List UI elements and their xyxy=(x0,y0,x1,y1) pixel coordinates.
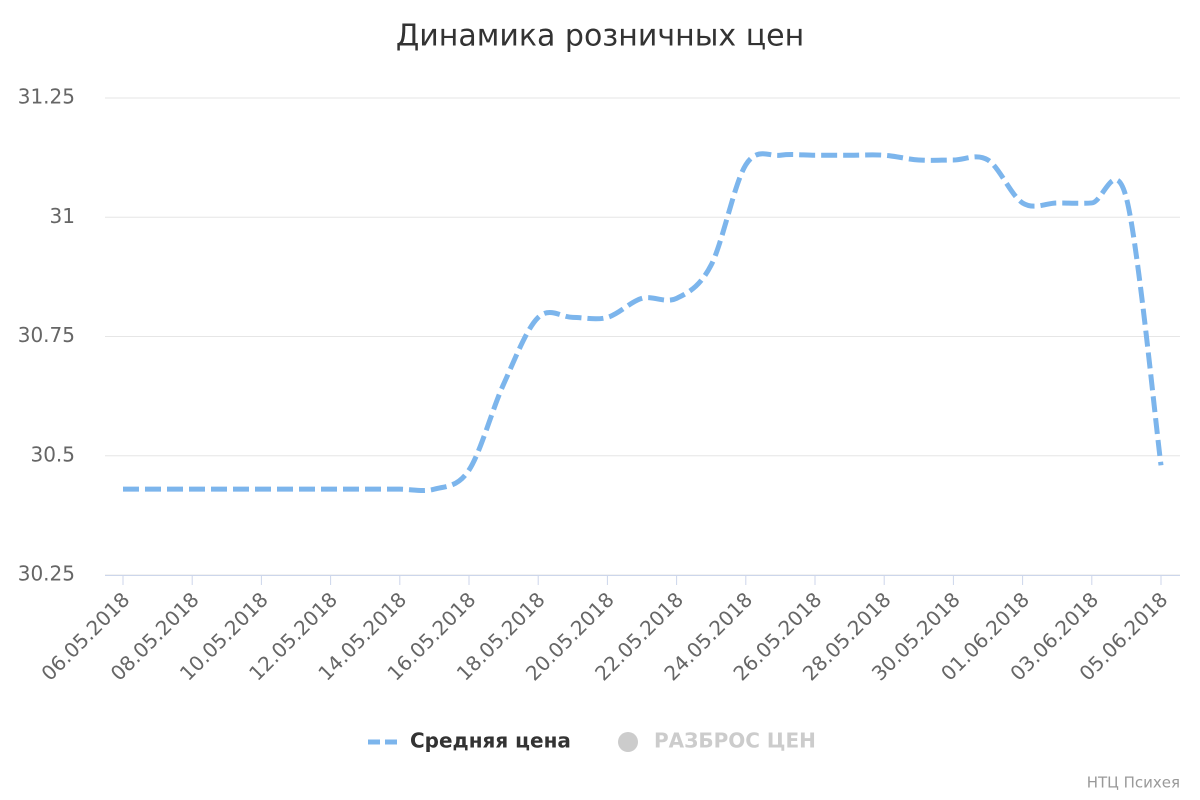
y-tick-label: 31 xyxy=(50,204,75,228)
y-tick-label: 30.25 xyxy=(18,562,75,586)
legend-symbol xyxy=(618,732,638,752)
credit: НТЦ Психея xyxy=(1087,774,1180,792)
y-tick-label: 30.5 xyxy=(30,442,75,466)
legend-label: РАЗБРОС ЦЕН xyxy=(654,729,816,753)
y-tick-label: 31.25 xyxy=(18,85,75,109)
line-series xyxy=(123,151,1164,494)
y-tick-label: 30.75 xyxy=(18,323,75,347)
legend-label: Средняя цена xyxy=(410,729,571,753)
chart-title: Динамика розничных цен xyxy=(396,19,804,54)
